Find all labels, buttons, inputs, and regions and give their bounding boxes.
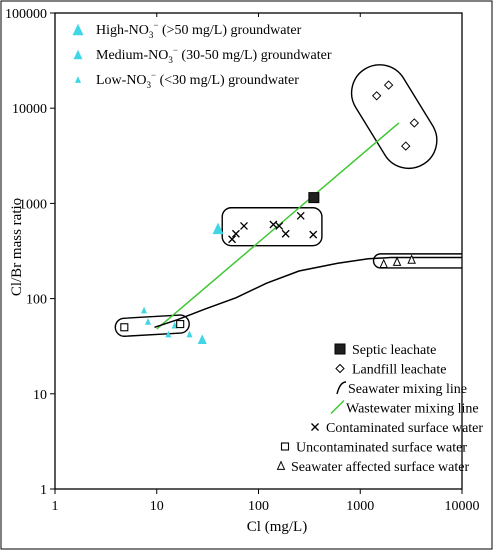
legend-label-contaminated: Contaminated surface water (326, 421, 483, 436)
series-triangle-open (379, 254, 416, 268)
legend-label-low: Low-NO3− (<30 mg/L) groundwater (96, 70, 299, 90)
series-triangle (197, 334, 207, 344)
enclosure-contaminated (221, 207, 323, 247)
data-point (409, 118, 420, 128)
seawater-mixing-line (154, 256, 462, 329)
x-tick-label: 1 (52, 499, 59, 514)
x-tick-label: 1000 (346, 499, 374, 514)
data-point (120, 323, 129, 332)
series-diamond (371, 80, 420, 151)
data-point (176, 320, 185, 329)
data-point (186, 330, 193, 338)
legend-marker-septic (334, 343, 346, 355)
y-tick-label: 10 (33, 388, 47, 403)
legend-label-high: High-NO3− (>50 mg/L) groundwater (96, 20, 302, 40)
series-square-open (120, 320, 185, 332)
y-tick-label: 1000 (19, 197, 47, 212)
data-point (165, 330, 172, 338)
mixing-lines (154, 122, 462, 330)
data-point (228, 235, 237, 244)
legend-marker-seawater-line (336, 381, 347, 395)
series-triangle (141, 306, 193, 338)
data-point (141, 306, 148, 314)
legend-marker-landfill (335, 363, 345, 374)
data-point (231, 229, 240, 238)
legend-label-medium: Medium-NO3− (30-50 mg/L) groundwater (96, 45, 332, 65)
legend-top: High-NO3− (>50 mg/L) groundwater Medium-N… (72, 20, 332, 90)
enclosure-uncontaminated (114, 314, 190, 337)
data-point (392, 256, 402, 266)
data-point (212, 222, 224, 235)
legend-marker-medium (73, 49, 83, 60)
legend-marker-uncontaminated (280, 442, 290, 451)
data-point (308, 192, 320, 204)
data-point (144, 317, 151, 325)
legend-label-landfill: Landfill leachate (352, 363, 446, 378)
legend-label-seawater-affected: Seawater affected surface water (291, 460, 469, 475)
y-axis-label: Cl/Br mass ratio (9, 198, 25, 296)
x-axis-label: Cl (mg/L) (247, 519, 307, 535)
data-point (407, 254, 416, 264)
data-point (371, 91, 382, 101)
data-point (269, 220, 278, 229)
legend-label-seawater-line: Seawater mixing line (348, 382, 467, 397)
data-point (281, 229, 290, 238)
data-point (309, 230, 318, 239)
data-point (275, 221, 284, 230)
x-tick-label: 100 (248, 499, 269, 514)
y-tick-label: 100000 (5, 7, 47, 22)
axes: 1 10 100 1000 10000 1 10 100 1000 10000 100000 (5, 7, 480, 514)
data-marks (120, 80, 420, 344)
data-point (197, 334, 207, 344)
legend-label-wastewater-line: Wastewater mixing line (346, 402, 479, 417)
wastewater-mixing-line (156, 122, 400, 330)
series-square-filled (308, 192, 320, 204)
x-tick-label: 10 (150, 499, 164, 514)
y-tick-label: 10000 (12, 102, 47, 117)
y-tick-label: 100 (26, 293, 47, 308)
data-point (379, 258, 388, 268)
legend-label-uncontaminated: Uncontaminated surface water (296, 441, 467, 456)
data-point (240, 221, 248, 230)
legend-label-septic: Septic leachate (352, 343, 436, 358)
data-point (296, 211, 305, 220)
legend-marker-low (75, 76, 81, 83)
legend-bottom: Septic leachate Landfill leachate Seawater… (276, 343, 483, 475)
data-point (401, 141, 411, 151)
series-triangle (212, 222, 224, 235)
legend-marker-seawater-affected (276, 460, 286, 470)
enclosure-landfill (350, 64, 438, 170)
y-tick-label: 1 (40, 483, 47, 498)
legend-marker-contaminated (311, 423, 319, 431)
series-x (228, 211, 318, 244)
legend-marker-wastewater-line (330, 399, 345, 415)
legend-marker-high (72, 23, 84, 36)
x-tick-label: 10000 (445, 499, 480, 514)
data-point (383, 80, 394, 90)
